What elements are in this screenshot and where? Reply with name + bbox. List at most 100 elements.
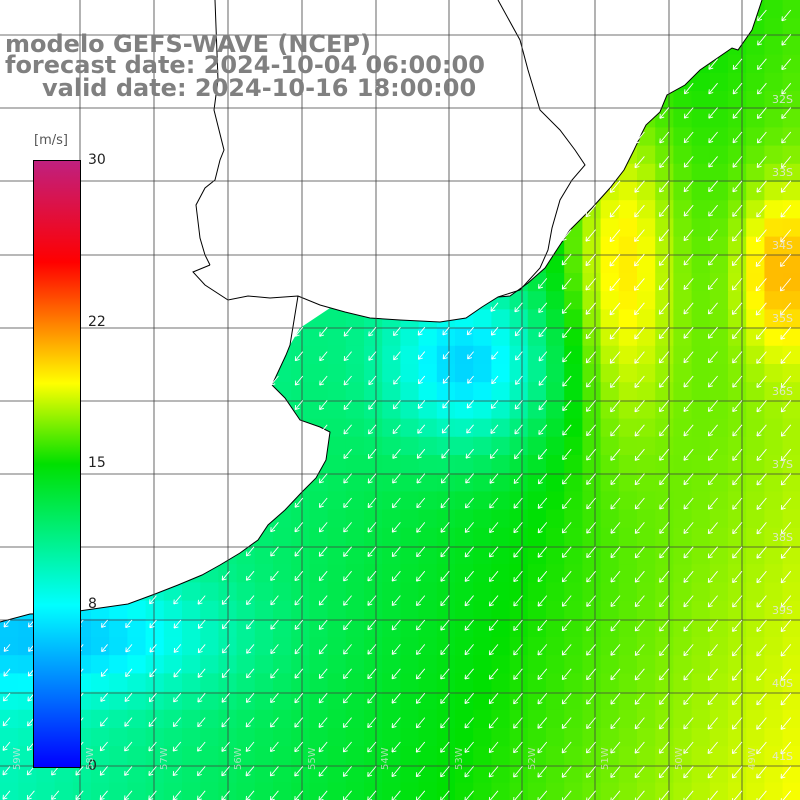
wind-speed-cell [655, 436, 674, 456]
wind-speed-cell [327, 418, 347, 438]
wind-arrow [318, 766, 328, 777]
wind-speed-cell [782, 637, 800, 656]
wind-arrow [585, 351, 596, 364]
wind-arrow [756, 644, 767, 657]
wind-speed-cell [382, 527, 401, 547]
wind-speed-cell [127, 691, 147, 711]
wind-speed-cell [709, 200, 729, 219]
wind-arrow [537, 668, 548, 680]
wind-arrow [659, 400, 670, 413]
wind-arrow [562, 448, 572, 461]
wind-speed-cell [473, 582, 492, 602]
wind-speed-cell [618, 436, 638, 456]
wind-speed-cell [163, 600, 183, 620]
wind-arrow [781, 131, 792, 144]
wind-arrow [659, 156, 670, 168]
wind-speed-cell [709, 655, 729, 674]
wind-speed-cell [782, 309, 800, 329]
wind-speed-cell [618, 764, 638, 784]
wind-speed-cell [327, 582, 347, 602]
wind-arrow [756, 790, 767, 800]
wind-arrow [658, 302, 670, 315]
wind-arrow [683, 375, 694, 388]
wind-speed-cell [600, 637, 620, 656]
wind-arrow [124, 741, 133, 752]
wind-speed-cell [455, 436, 474, 456]
wind-speed-cell [782, 455, 800, 474]
wind-speed-cell [782, 600, 800, 620]
wind-speed-cell [582, 509, 602, 529]
wind-speed-cell [509, 618, 529, 638]
wind-arrow [490, 424, 499, 434]
wind-speed-cell [509, 564, 529, 583]
wind-arrow [221, 595, 230, 605]
wind-speed-cell [691, 673, 711, 693]
wind-speed-cell [109, 637, 128, 656]
wind-arrow [634, 668, 645, 681]
wind-arrow [757, 82, 767, 95]
wind-speed-cell [509, 709, 529, 729]
wind-arrow [756, 204, 767, 218]
wind-speed-cell [746, 145, 765, 165]
wind-arrow [149, 619, 157, 629]
wind-arrow [491, 375, 499, 385]
wind-speed-cell [782, 254, 800, 274]
wind-speed-cell [418, 327, 438, 347]
wind-speed-cell [182, 600, 201, 620]
wind-speed-cell [273, 746, 292, 765]
wind-speed-cell [637, 382, 656, 401]
wind-arrow [732, 497, 743, 510]
wind-speed-cell [582, 527, 602, 547]
wind-speed-cell [418, 764, 438, 784]
wind-arrow [342, 717, 352, 728]
wind-speed-cell [746, 436, 765, 456]
wind-arrow [684, 82, 694, 95]
wind-speed-cell [582, 691, 602, 711]
wind-arrow [391, 717, 401, 729]
wind-speed-cell [509, 309, 529, 329]
wind-speed-cell [582, 600, 602, 620]
wind-speed-cell [655, 254, 674, 274]
wind-speed-cell [728, 709, 747, 729]
wind-speed-cell [655, 673, 674, 693]
wind-arrow [756, 351, 767, 364]
wind-speed-cell [473, 509, 492, 529]
wind-arrow [416, 644, 426, 655]
wind-speed-cell [546, 782, 565, 800]
wind-arrow [732, 180, 743, 193]
wind-speed-cell [127, 618, 147, 638]
wind-speed-cell [782, 709, 800, 729]
wind-speed-cell [709, 273, 729, 292]
wind-speed-cell [782, 655, 800, 674]
latitude-label: 36S [772, 385, 793, 398]
wind-arrow [467, 375, 474, 384]
wind-speed-cell [728, 746, 747, 765]
wind-speed-cell [618, 491, 638, 511]
wind-speed-cell [382, 509, 401, 529]
wind-arrow [732, 400, 743, 413]
wind-speed-cell [546, 509, 565, 529]
wind-arrow [467, 351, 474, 360]
wind-arrow [197, 644, 206, 654]
wind-speed-cell [764, 473, 784, 492]
wind-speed-cell [145, 691, 165, 711]
wind-speed-cell [509, 527, 529, 547]
wind-arrow [318, 692, 328, 704]
wind-speed-cell [691, 163, 711, 183]
wind-speed-cell [782, 382, 800, 401]
wind-speed-cell [746, 691, 765, 711]
wind-speed-cell [254, 746, 274, 765]
wind-speed-cell [564, 618, 583, 638]
wind-arrow [440, 546, 450, 558]
wind-arrow [586, 400, 596, 412]
wind-arrow [537, 497, 548, 509]
wind-arrow [756, 400, 767, 413]
wind-speed-cell [291, 509, 310, 529]
wind-speed-cell [509, 600, 529, 620]
wind-speed-cell [236, 600, 256, 620]
wind-arrow [343, 375, 352, 386]
wind-speed-cell [473, 473, 492, 492]
wind-arrow [586, 570, 596, 583]
wind-speed-cell [473, 527, 492, 547]
wind-speed-cell [709, 455, 729, 474]
